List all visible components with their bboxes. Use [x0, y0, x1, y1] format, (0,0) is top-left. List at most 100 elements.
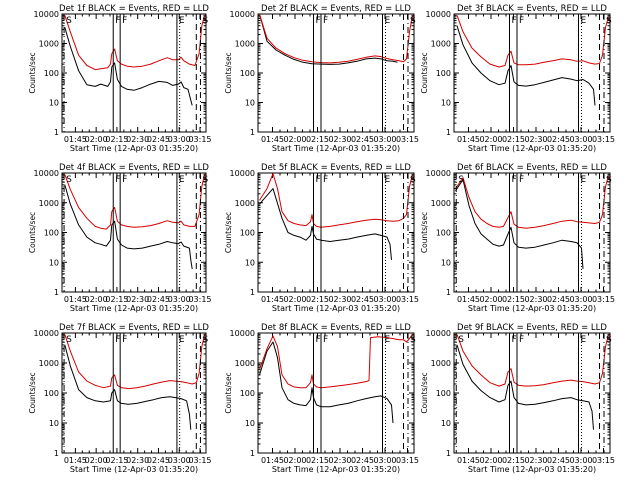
y-axis-label: Counts/sec [224, 52, 233, 93]
marker-label-f2: F [323, 175, 328, 185]
x-tick-label: 01:45 [457, 295, 480, 304]
x-tick-label: 01:45 [261, 456, 284, 465]
y-tick-label: 10000 [34, 169, 59, 178]
marker-label-e: E [581, 175, 587, 185]
marker-label-s2: S [202, 175, 208, 185]
y-tick-label: 10 [245, 419, 255, 428]
x-tick-label: 02:30 [328, 295, 351, 304]
x-tick-label: 03:15 [188, 456, 211, 465]
y-tick-label: 1 [250, 449, 255, 458]
x-tick-label: 02:00 [283, 456, 306, 465]
x-tick-label: 03:00 [168, 135, 191, 144]
x-tick-label: 02:00 [85, 295, 108, 304]
x-axis-label: Start Time (12-Apr-03 01:35:20) [272, 144, 400, 153]
y-tick-label: 1 [54, 288, 59, 297]
y-tick-label: 1000 [39, 359, 59, 368]
y-tick-label: 10000 [230, 329, 255, 338]
x-tick-label: 03:00 [569, 456, 592, 465]
panel-det-5f: Det 5f BLACK = Events, RED = LLD 1 10 100 10… [224, 163, 419, 313]
x-tick-label: 01:45 [261, 135, 284, 144]
panel-title: Det 7f BLACK = Events, RED = LLD [59, 323, 209, 333]
y-tick-label: 10 [441, 419, 451, 428]
x-tick-label: 03:15 [396, 456, 419, 465]
panel-title: Det 1f BLACK = Events, RED = LLD [59, 4, 209, 14]
y-tick-label: 1 [54, 128, 59, 137]
y-axis-label: Counts/sec [28, 372, 37, 413]
marker-label-s: S [66, 16, 72, 26]
y-tick-label: 10 [49, 419, 59, 428]
marker-label-f2: F [122, 175, 127, 185]
x-tick-label: 01:45 [457, 135, 480, 144]
x-tick-label: 02:00 [479, 295, 502, 304]
series-line-events [455, 179, 584, 269]
y-tick-label: 100 [240, 69, 255, 78]
panel-title: Det 3f BLACK = Events, RED = LLD [457, 4, 607, 14]
series-line-lld [259, 14, 413, 64]
marker-label-s2: S [606, 16, 612, 26]
y-tick-label: 1 [446, 288, 451, 297]
panel-title: Det 8f BLACK = Events, RED = LLD [261, 323, 411, 333]
series-line-lld [259, 334, 413, 389]
x-tick-label: 02:30 [126, 456, 149, 465]
y-axis-label: Counts/sec [28, 212, 37, 253]
x-tick-label: 03:00 [373, 135, 396, 144]
y-tick-label: 100 [436, 69, 451, 78]
panel-det-1f: Det 1f BLACK = Events, RED = LLD 1 10 100 10… [28, 4, 212, 153]
x-tick-label: 02:00 [283, 295, 306, 304]
y-tick-label: 10000 [230, 169, 255, 178]
x-axis-label: Start Time (12-Apr-03 01:35:20) [70, 465, 198, 474]
x-tick-label: 03:00 [373, 295, 396, 304]
x-tick-label: 03:15 [592, 135, 615, 144]
y-tick-label: 10 [49, 258, 59, 267]
marker-label-f2: F [122, 335, 127, 345]
x-tick-label: 03:15 [396, 295, 419, 304]
x-tick-label: 02:30 [524, 456, 547, 465]
series-line-events [64, 184, 193, 269]
x-tick-label: 02:15 [306, 295, 329, 304]
x-tick-label: 03:00 [373, 456, 396, 465]
y-axis-label: Counts/sec [420, 52, 429, 93]
marker-label-f1: F [316, 175, 321, 185]
series-line-events [64, 344, 192, 430]
y-axis-label: Counts/sec [28, 52, 37, 93]
series-line-lld [64, 174, 206, 230]
marker-label-s2: S [410, 175, 416, 185]
marker-label-s: S [458, 175, 464, 185]
panel-title: Det 6f BLACK = Events, RED = LLD [457, 163, 607, 173]
marker-label-s2: S [606, 335, 612, 345]
marker-label-f2: F [122, 16, 127, 26]
x-axis-label: Start Time (12-Apr-03 01:35:20) [272, 465, 400, 474]
x-tick-label: 02:00 [479, 456, 502, 465]
marker-label-f1: F [512, 335, 517, 345]
y-tick-label: 1000 [235, 199, 255, 208]
y-tick-label: 1000 [235, 359, 255, 368]
series-line-lld [259, 173, 413, 228]
x-tick-label: 02:30 [524, 295, 547, 304]
y-tick-label: 1000 [235, 40, 255, 49]
marker-label-e: E [581, 335, 587, 345]
x-tick-label: 02:15 [502, 456, 525, 465]
marker-label-f1: F [512, 175, 517, 185]
x-tick-label: 02:45 [547, 456, 570, 465]
marker-label-f1: F [316, 335, 321, 345]
y-tick-label: 100 [44, 389, 59, 398]
x-tick-label: 02:15 [105, 135, 128, 144]
x-tick-label: 02:45 [351, 295, 374, 304]
marker-label-f2: F [323, 16, 328, 26]
marker-label-e: E [179, 175, 185, 185]
series-line-lld [64, 334, 206, 390]
marker-label-f1: F [115, 175, 120, 185]
x-tick-label: 02:00 [283, 135, 306, 144]
x-tick-label: 02:45 [547, 135, 570, 144]
y-tick-label: 1 [250, 288, 255, 297]
panel-det-3f: Det 3f BLACK = Events, RED = LLD 1 10 100 10… [420, 4, 615, 153]
marker-label-f1: F [316, 16, 321, 26]
y-axis-label: Counts/sec [420, 372, 429, 413]
x-tick-label: 02:00 [85, 456, 108, 465]
marker-label-s2: S [202, 16, 208, 26]
x-tick-label: 02:45 [147, 456, 170, 465]
x-tick-label: 03:15 [188, 295, 211, 304]
y-tick-label: 10 [441, 258, 451, 267]
marker-label-e: E [179, 16, 185, 26]
